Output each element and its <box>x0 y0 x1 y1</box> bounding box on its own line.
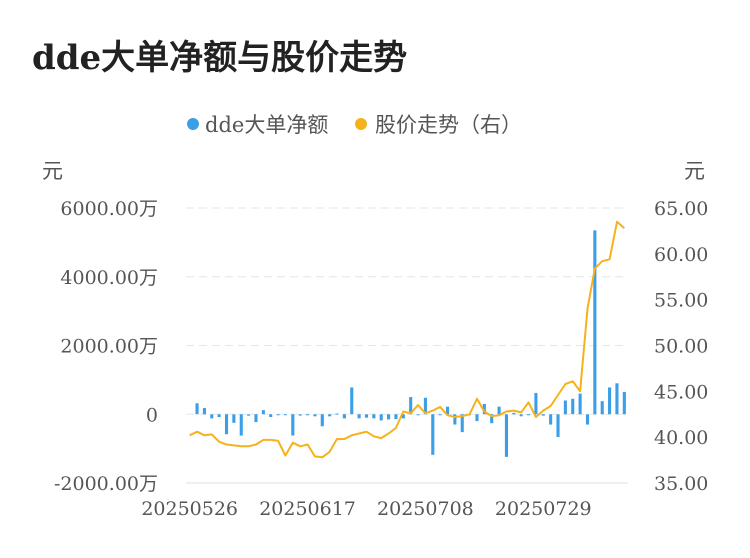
right-tick-label: 55.00 <box>654 290 708 312</box>
dde-bar <box>298 414 302 416</box>
left-tick-label: 2000.00万 <box>60 336 158 358</box>
dde-bar <box>482 403 486 415</box>
dde-bar <box>585 414 590 425</box>
dde-bar <box>217 414 221 417</box>
dde-bar <box>556 414 560 437</box>
dde-bar <box>364 414 369 418</box>
dde-bar <box>600 401 604 415</box>
dde-bar <box>438 414 442 416</box>
dde-bar <box>416 414 420 416</box>
legend: dde大单净额 股价走势（右） <box>187 113 522 137</box>
dde-bar <box>313 414 317 417</box>
dde-bar <box>490 414 494 424</box>
price-line-layer <box>189 220 625 459</box>
dde-bar <box>578 393 582 415</box>
dde-bars <box>195 230 626 457</box>
price-line <box>189 220 625 459</box>
dde-bar <box>379 414 383 421</box>
dde-bar <box>512 412 516 415</box>
right-tick-label: 60.00 <box>654 244 708 266</box>
dde-bar <box>283 414 287 416</box>
dde-bar <box>541 414 545 416</box>
dde-bar <box>328 414 332 417</box>
dde-bar <box>445 406 450 415</box>
x-tick-label: 20250617 <box>259 498 356 520</box>
right-tick-label: 50.00 <box>654 336 708 358</box>
dde-bar <box>475 414 479 422</box>
dde-bar <box>335 413 339 415</box>
dde-bar <box>593 230 597 415</box>
dde-bar <box>409 397 413 415</box>
left-tick-label: 0 <box>146 404 158 426</box>
dde-bar <box>394 414 398 420</box>
dde-bar <box>608 387 612 415</box>
dde-bar <box>306 414 310 416</box>
left-axis: -2000.00万 0 2000.00万 4000.00万 6000.00万 <box>54 198 158 495</box>
dde-bar <box>350 387 354 415</box>
left-axis-unit: 元 <box>42 159 63 183</box>
dde-bar <box>210 414 214 419</box>
right-axis-unit: 元 <box>684 159 705 183</box>
dde-bar <box>519 414 523 417</box>
dde-bar <box>527 414 531 416</box>
dde-bar <box>423 397 427 415</box>
dde-bar <box>431 414 435 455</box>
x-tick-label: 20250526 <box>141 498 238 520</box>
right-tick-label: 40.00 <box>654 427 708 449</box>
right-tick-label: 65.00 <box>654 198 708 220</box>
dde-bar <box>342 414 346 419</box>
dde-bar <box>549 414 553 425</box>
right-tick-label: 35.00 <box>654 473 708 495</box>
dde-bar <box>622 391 626 415</box>
dde-bar <box>202 408 206 415</box>
dde-bar <box>254 414 258 423</box>
dde-bar <box>247 414 251 416</box>
dde-bar <box>291 414 295 436</box>
dde-bar <box>504 414 508 457</box>
left-tick-label: 6000.00万 <box>60 198 158 220</box>
grid <box>186 207 628 415</box>
legend-swatch-price <box>355 118 367 130</box>
dde-bar <box>615 383 619 415</box>
legend-label-dde: dde大单净额 <box>205 113 328 137</box>
dde-bar <box>563 400 567 415</box>
left-tick-label: 4000.00万 <box>60 267 158 289</box>
x-tick-label: 20250729 <box>495 498 592 520</box>
dde-bar <box>320 414 324 427</box>
dde-bar <box>401 414 405 419</box>
right-axis: 35.00 40.00 45.00 50.00 55.00 60.00 65.00 <box>654 198 708 495</box>
dde-bar <box>261 410 265 415</box>
dde-bar <box>195 403 199 415</box>
legend-swatch-dde <box>187 118 199 130</box>
dde-bar <box>460 414 464 433</box>
left-tick-label: -2000.00万 <box>54 473 158 495</box>
dde-bar <box>497 406 501 415</box>
dde-bar <box>239 414 243 436</box>
dde-bar <box>269 414 273 417</box>
chart-title: dde大单净额与股价走势 <box>32 38 408 78</box>
dde-bar <box>387 414 391 420</box>
dde-bar <box>224 414 229 435</box>
x-tick-label: 20250708 <box>377 498 474 520</box>
dde-bar <box>534 392 538 415</box>
x-axis: 20250526 20250617 20250708 20250729 <box>141 482 628 520</box>
dde-bar <box>571 398 575 415</box>
dde-bar <box>372 414 376 419</box>
dde-bar <box>357 414 361 419</box>
dde-bar <box>453 414 457 425</box>
right-tick-label: 45.00 <box>654 381 708 403</box>
dde-bar <box>276 414 280 416</box>
legend-label-price: 股价走势（右） <box>375 113 522 137</box>
dde-bar <box>232 414 236 423</box>
